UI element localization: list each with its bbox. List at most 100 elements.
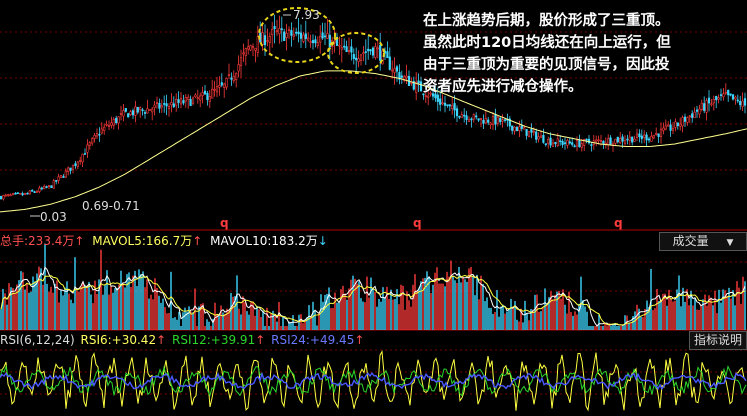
- chevron-down-icon: ▼: [726, 238, 734, 248]
- volume-bar: [450, 260, 452, 330]
- candle-body: [635, 133, 639, 138]
- volume-bar: [264, 326, 266, 330]
- volume-bar: [378, 298, 380, 330]
- candle-body: [40, 187, 43, 190]
- volume-bar: [300, 314, 302, 330]
- candle-body: [117, 116, 120, 124]
- candle-body: [347, 50, 351, 52]
- candle-body: [189, 99, 192, 106]
- candle-body: [535, 131, 538, 140]
- candle-body: [455, 108, 459, 117]
- candle-body: [0, 195, 3, 200]
- volume-bar: [222, 312, 224, 330]
- volume-bar: [566, 313, 568, 330]
- candle-body: [583, 139, 586, 146]
- candle-body: [602, 140, 605, 144]
- candle-body: [681, 117, 684, 127]
- volume-bar: [190, 311, 192, 330]
- volume-bar: [562, 289, 564, 330]
- volume-bar: [214, 302, 216, 330]
- volume-bar: [610, 326, 612, 330]
- volume-bar: [654, 308, 656, 330]
- candle-body: [537, 136, 540, 140]
- volume-bar: [462, 277, 464, 330]
- candle-body: [160, 105, 163, 108]
- volume-bar: [220, 305, 222, 330]
- volume-bar: [172, 318, 174, 330]
- candle-body: [242, 52, 245, 55]
- volume-bar: [6, 304, 8, 330]
- volume-bar: [742, 276, 744, 330]
- candle-body: [76, 161, 79, 167]
- volume-bar: [362, 301, 364, 330]
- candle-body: [549, 137, 552, 146]
- candle-body: [146, 108, 149, 114]
- volume-bar: [464, 279, 466, 330]
- volume-bar: [130, 286, 132, 330]
- volume-bar: [410, 306, 412, 330]
- volume-bar: [576, 314, 578, 330]
- volume-bar: [144, 287, 146, 330]
- candle-body: [527, 131, 531, 138]
- candle-body: [107, 125, 111, 127]
- candle-body: [163, 103, 166, 105]
- volume-bar: [100, 249, 102, 330]
- volume-bar: [546, 303, 548, 330]
- mid-price-label: 0.69-0.71: [82, 199, 140, 213]
- indicator-help-button[interactable]: 指标说明: [689, 331, 747, 350]
- candle-body: [352, 54, 355, 59]
- volume-bar: [90, 294, 92, 330]
- candle-body: [38, 187, 41, 192]
- volume-bar: [22, 272, 24, 330]
- candle-body: [544, 143, 547, 145]
- candle-body: [338, 44, 341, 47]
- candle-body: [566, 139, 569, 146]
- candle-body: [717, 97, 720, 100]
- candle-body: [287, 29, 291, 31]
- volume-bar: [212, 318, 214, 330]
- candle-body: [343, 45, 346, 48]
- volume-bar: [178, 311, 180, 330]
- volume-bar: [376, 306, 378, 330]
- candle-body: [357, 58, 360, 62]
- candle-body: [477, 118, 480, 121]
- volume-bar: [358, 281, 360, 330]
- volume-bar: [244, 302, 246, 330]
- volume-bar: [2, 288, 4, 330]
- volume-bar: [162, 298, 164, 330]
- volume-bar: [72, 303, 74, 330]
- volume-bar: [80, 286, 82, 330]
- volume-bar: [564, 304, 566, 330]
- candle-body: [268, 36, 271, 43]
- candle-body: [703, 103, 706, 111]
- volume-bar: [18, 280, 20, 330]
- candle-body: [712, 98, 715, 104]
- volume-bar: [638, 308, 640, 330]
- volume-bar: [716, 313, 718, 330]
- volume-bar: [266, 307, 268, 330]
- candle-body: [446, 104, 449, 107]
- candle-body: [623, 140, 627, 144]
- volume-bar: [54, 283, 56, 330]
- volume-bar: [24, 289, 26, 330]
- candle-body: [119, 113, 123, 115]
- indicator-dropdown[interactable]: 成交量 ▼: [659, 232, 747, 251]
- candle-body: [151, 108, 154, 113]
- volume-bar: [404, 309, 406, 330]
- indicator-dropdown-label: 成交量: [672, 234, 709, 248]
- volume-bar: [8, 283, 10, 330]
- volume-bar: [370, 277, 372, 330]
- candle-body: [4, 194, 7, 197]
- volume-bar: [154, 278, 156, 330]
- volume-bar: [282, 315, 284, 330]
- volume-bar: [516, 319, 518, 330]
- volume-bar: [640, 316, 642, 330]
- volume-bar: [434, 272, 436, 330]
- candle-body: [657, 133, 660, 137]
- candle-body: [679, 123, 682, 127]
- candle-body: [547, 139, 550, 144]
- candle-body: [719, 94, 723, 96]
- volume-bar: [286, 326, 288, 330]
- candle-body: [249, 45, 252, 51]
- volume-bar: [444, 286, 446, 330]
